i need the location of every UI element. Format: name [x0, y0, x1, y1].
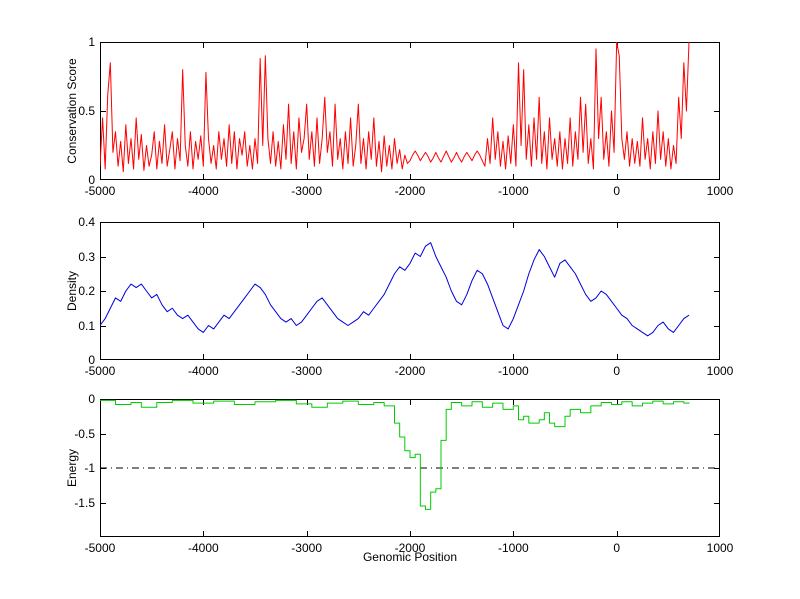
y-tick-label: 1 [88, 35, 95, 49]
x-tick-label: -4000 [187, 184, 219, 198]
x-tick-label: -1000 [497, 184, 529, 198]
y-tick-label: 0 [88, 173, 95, 187]
x-tick-label: -2000 [394, 184, 426, 198]
y-tick-label: 0.4 [78, 215, 95, 229]
y-tick-label: -1.5 [74, 495, 95, 510]
x-tick-label: -5000 [84, 541, 116, 555]
x-tick-label: -5000 [84, 364, 116, 378]
x-tick-label: -2000 [394, 541, 426, 555]
y-tick-label: -1 [84, 461, 95, 475]
x-tick-label: -1000 [497, 364, 529, 378]
y-tick-label: 0.3 [78, 249, 95, 264]
y-tick-label: 0.1 [78, 318, 95, 333]
x-tick-label: 1000 [706, 184, 734, 198]
x-tick-label: 0 [613, 541, 620, 555]
conservation-series-line [100, 42, 690, 173]
x-tick-label: -2000 [394, 364, 426, 378]
conservation-axes-box [100, 42, 720, 180]
x-tick-label: -3000 [291, 541, 322, 555]
energy-plot [100, 399, 720, 537]
y-tick-label: 0 [88, 392, 95, 406]
y-tick-label: 0 [88, 353, 95, 367]
y-tick-label: 0.5 [78, 104, 95, 118]
x-tick-label: -4000 [187, 364, 219, 378]
x-tick-label: 0 [613, 364, 620, 378]
x-tick-label: -4000 [187, 541, 219, 555]
x-axis-label-genomic-position: Genomic Position [362, 550, 458, 564]
energy-series-line [100, 399, 690, 510]
y-tick-label: -0.5 [74, 426, 95, 441]
conservation-plot [100, 42, 720, 180]
density-series-line [100, 242, 690, 337]
x-tick-label: 1000 [706, 364, 734, 378]
density-axes-box [100, 222, 720, 360]
density-plot [100, 222, 720, 360]
x-tick-label: -1000 [497, 541, 529, 555]
x-tick-label: -3000 [291, 184, 322, 198]
x-tick-label: 1000 [706, 541, 734, 555]
x-tick-label: -3000 [291, 364, 322, 378]
y-tick-label: 0.2 [78, 284, 95, 298]
x-tick-label: -5000 [84, 184, 116, 198]
x-tick-label: 0 [613, 184, 620, 198]
